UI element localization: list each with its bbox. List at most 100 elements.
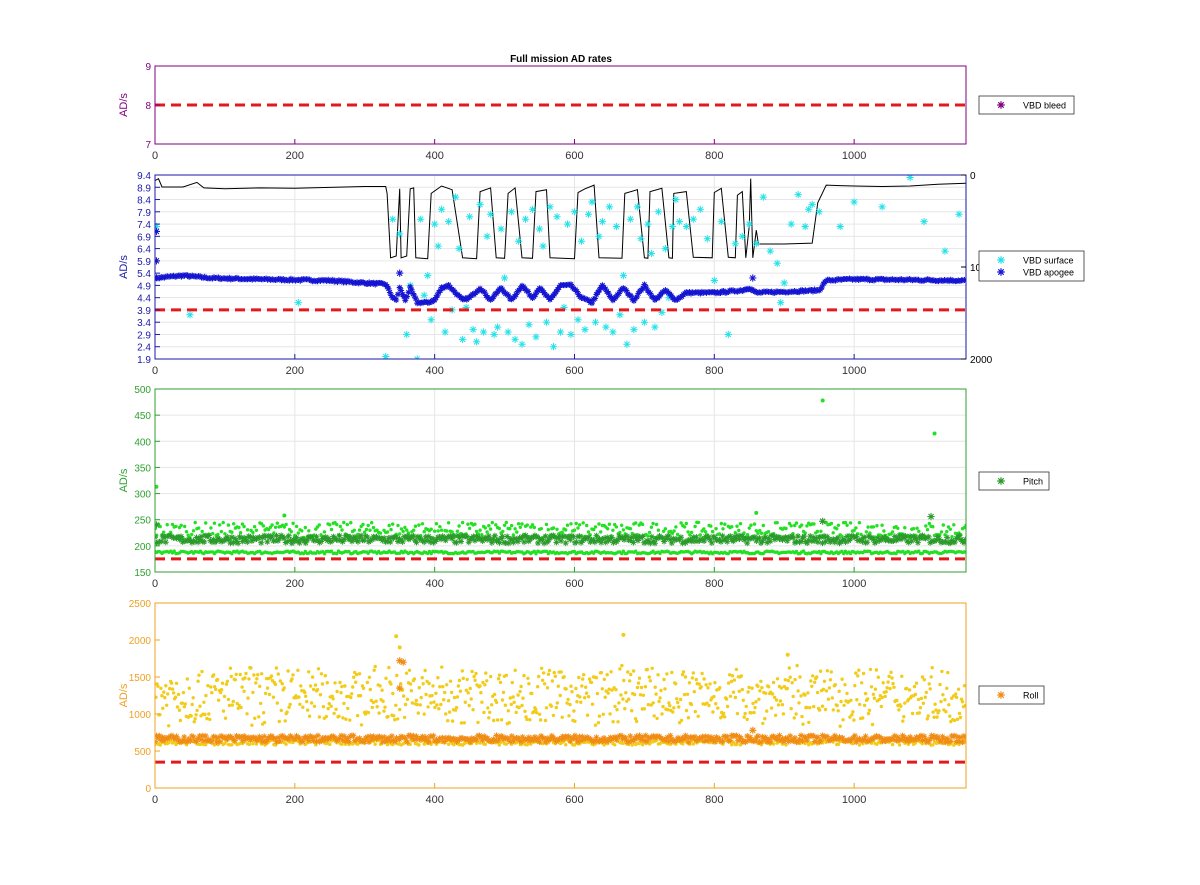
data-point (378, 531, 383, 535)
data-point (463, 700, 467, 704)
data-point (436, 529, 440, 533)
data-point (431, 684, 435, 688)
data-point (155, 521, 160, 529)
data-point (933, 537, 940, 543)
data-point (331, 278, 338, 285)
data-point (446, 521, 451, 525)
data-point (754, 510, 759, 515)
data-point (441, 738, 448, 745)
plot-marks (155, 632, 966, 747)
data-point (859, 538, 866, 545)
data-point (650, 666, 654, 670)
data-point (632, 692, 637, 697)
data-point (549, 343, 558, 351)
data-point (724, 330, 732, 339)
data-point (525, 717, 529, 722)
data-point (381, 734, 388, 741)
data-point (168, 686, 172, 691)
data-point (678, 534, 684, 541)
axes-box (154, 388, 967, 573)
data-point (240, 685, 244, 689)
data-point (613, 704, 617, 709)
data-point (528, 718, 532, 722)
data-point (547, 668, 552, 673)
data-point (820, 704, 825, 708)
data-point (398, 733, 405, 740)
data-point (600, 687, 604, 691)
data-point (280, 682, 284, 686)
data-point (749, 711, 753, 715)
data-point (764, 691, 768, 695)
data-point (796, 736, 803, 743)
data-point (438, 685, 442, 689)
data-point (307, 714, 312, 718)
data-point (437, 287, 444, 294)
data-point (275, 537, 281, 544)
data-point (611, 720, 615, 724)
data-point (948, 714, 952, 718)
data-point (176, 738, 183, 745)
data-point (815, 690, 820, 695)
data-point (483, 232, 491, 240)
data-point (408, 682, 413, 686)
data-point (580, 684, 584, 688)
data-point (579, 733, 586, 740)
data-point (480, 700, 484, 704)
data-point (917, 549, 921, 553)
data-point (228, 534, 235, 541)
data-point (761, 523, 765, 528)
data-point (364, 534, 371, 540)
data-point (501, 274, 509, 282)
legend: VBD bleed (978, 95, 1075, 115)
legend-box (978, 685, 1045, 705)
data-point (794, 191, 802, 199)
data-point (558, 736, 565, 743)
data-point (396, 657, 404, 665)
data-point (817, 286, 824, 293)
data-point (164, 533, 171, 540)
data-point (434, 522, 439, 526)
data-point (898, 736, 904, 743)
data-point (420, 522, 425, 526)
data-point (396, 269, 404, 277)
data-point (874, 534, 881, 541)
data-point (514, 710, 518, 715)
data-point (573, 719, 577, 723)
data-point (184, 738, 191, 745)
data-point (443, 690, 447, 695)
data-point (655, 535, 661, 542)
data-point (579, 700, 583, 704)
data-point (513, 527, 517, 531)
data-point (828, 735, 835, 742)
data-point (598, 218, 606, 226)
data-point (268, 533, 275, 540)
data-point (760, 686, 764, 690)
data-point (822, 538, 829, 545)
data-point (614, 525, 619, 529)
legend: Pitch (978, 471, 1050, 491)
data-point (397, 645, 402, 650)
x-tick-label: 600 (565, 578, 583, 590)
data-point (702, 677, 706, 681)
data-point (418, 703, 422, 707)
data-point (311, 687, 316, 692)
data-point (382, 538, 389, 545)
data-point (323, 674, 327, 678)
data-point (861, 671, 866, 676)
y-tick-label: 7 (145, 140, 151, 151)
data-point (346, 706, 350, 711)
data-point (252, 734, 258, 741)
data-point (416, 711, 420, 715)
data-point (321, 705, 326, 709)
data-point (577, 675, 581, 680)
data-point (446, 742, 451, 746)
data-point (410, 732, 417, 739)
data-point (539, 666, 544, 670)
data-point (444, 712, 448, 716)
data-point (932, 715, 936, 719)
data-point (325, 681, 329, 685)
data-point (621, 741, 626, 745)
data-point (707, 536, 714, 543)
data-point (561, 533, 568, 540)
